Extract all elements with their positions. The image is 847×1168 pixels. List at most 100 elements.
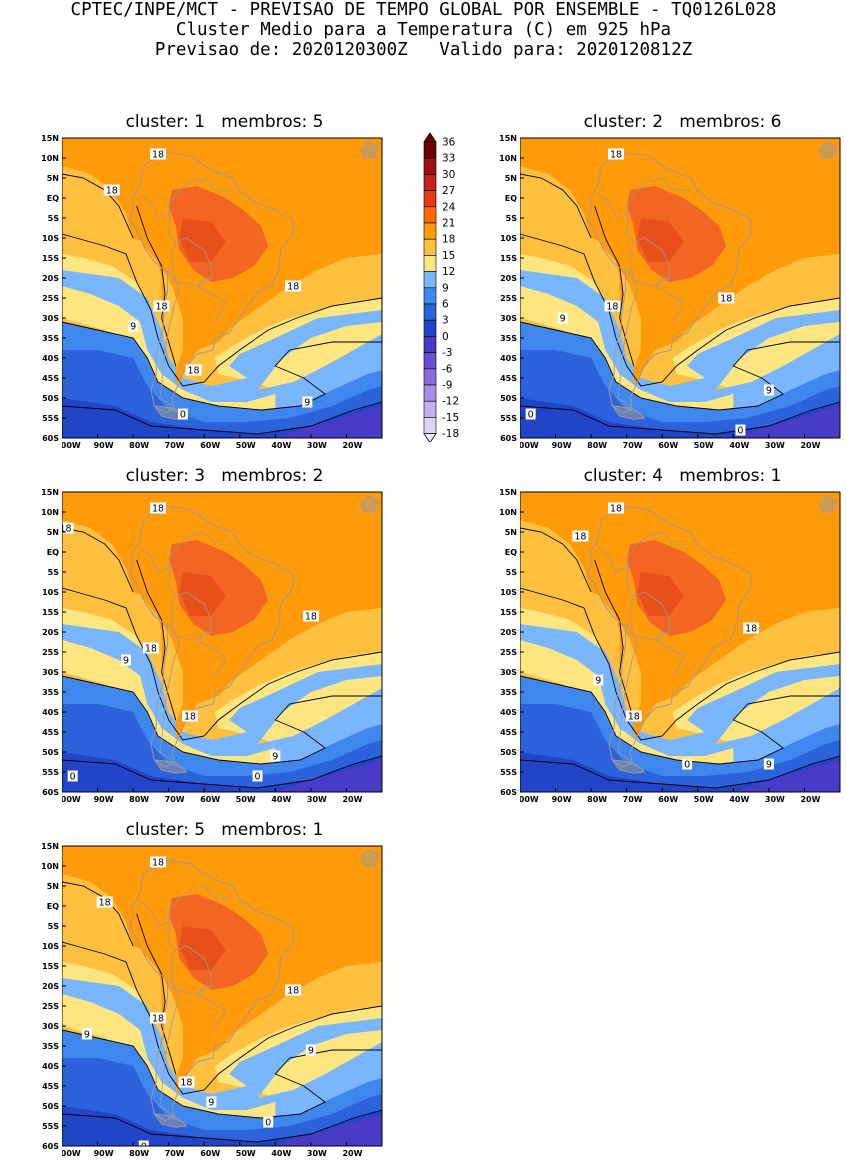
lat-label: 50S: [42, 394, 59, 403]
contour-9: [520, 321, 840, 411]
map-frame: [61, 491, 383, 793]
lat-label: 60S: [42, 1142, 59, 1151]
lat-label: 50S: [500, 394, 517, 403]
contour-label: 0: [67, 770, 78, 783]
contour-label: 18: [572, 530, 589, 543]
svg-text:0: 0: [265, 1118, 271, 1129]
cluster-map: 18 18 18 18 18 9 9 9 0 0 100W 90W 80W 70W 60W 50W 40W 30W…: [41, 842, 392, 1168]
colorbar-level: -12: [442, 396, 459, 408]
band-0-3: [275, 1114, 382, 1146]
colorbar-swatch: [423, 255, 437, 272]
band-3-6: [62, 752, 382, 792]
colorbar-level: 6: [442, 299, 449, 311]
colorbar-swatch: [423, 368, 437, 386]
colorbar-level: 0: [442, 331, 449, 343]
cluster-title: cluster: 1 membros: 5: [125, 112, 324, 132]
contour-18: [62, 587, 382, 741]
svg-text:9: 9: [766, 760, 772, 771]
lat-label: 20S: [42, 628, 59, 637]
band-15-18: [62, 608, 382, 768]
country-border: [139, 547, 159, 573]
contour-label: 0: [682, 758, 693, 771]
band-18-21-west: [62, 874, 134, 962]
tierra-del-fuego: [611, 405, 646, 420]
temperature-map: 18 18 18 18 9 9 0 100W 90W 80W 70W 60W 50W 40W 30W 20W: [513, 491, 841, 804]
map-frame: [519, 491, 841, 793]
contour-9: [62, 1029, 382, 1119]
svg-text:18: 18: [99, 898, 111, 909]
lat-label: 5N: [505, 174, 517, 183]
lon-label: 40W: [729, 441, 749, 450]
svg-text:18: 18: [180, 1078, 192, 1089]
contour-label: 18: [150, 148, 166, 161]
lat-label: 25S: [500, 294, 517, 303]
lon-label: 70W: [165, 795, 185, 804]
svg-text:18: 18: [145, 644, 157, 655]
contour-0: [62, 1109, 382, 1143]
lon-label: 50W: [694, 795, 714, 804]
africa-coast: [818, 141, 837, 159]
lat-label: 40S: [500, 708, 517, 717]
contour-label: 18: [153, 300, 170, 313]
svg-text:18: 18: [610, 504, 622, 515]
contour-18-andes: [594, 205, 635, 367]
contour-18-west: [62, 173, 134, 239]
colorbar-level: 21: [442, 218, 455, 230]
svg-text:0: 0: [528, 410, 534, 421]
map-frame: [519, 137, 841, 439]
lon-label: 80W: [129, 1149, 149, 1158]
colorbar-swatch: [423, 319, 437, 337]
svg-text:18: 18: [188, 366, 200, 377]
colorbar-swatch: [423, 238, 437, 256]
lat-label: 5S: [48, 922, 60, 931]
lon-label: 70W: [623, 795, 643, 804]
band-15-18: [62, 962, 382, 1122]
svg-text:18: 18: [62, 524, 72, 535]
svg-text:18: 18: [184, 712, 196, 723]
colorbar-level: 12: [442, 266, 455, 278]
lon-label: 80W: [129, 795, 149, 804]
country-border: [615, 177, 691, 219]
lat-label: 5N: [47, 174, 59, 183]
contour-label: 9: [206, 1096, 217, 1109]
lat-label: 60S: [500, 434, 517, 443]
contour-label: 9: [763, 758, 774, 771]
lon-label: 100W: [520, 441, 539, 450]
svg-text:9: 9: [595, 676, 601, 687]
band-18-21-west: [62, 520, 134, 608]
contour-18: [520, 587, 840, 741]
lon-label: 100W: [62, 441, 81, 450]
band-18-21-east: [218, 608, 382, 704]
lat-label: 20S: [42, 982, 59, 991]
contour-label: 9: [121, 654, 131, 667]
lon-label: 100W: [62, 795, 81, 804]
contour-label: 0: [735, 424, 746, 437]
contour-9: [62, 321, 382, 411]
contour-0: [62, 401, 382, 435]
contour-label: 18: [302, 610, 319, 623]
band-hot-core: [637, 218, 684, 262]
lat-label: 60S: [500, 788, 517, 797]
band-3-6: [520, 752, 840, 792]
lon-label: 20W: [800, 441, 820, 450]
svg-text:9: 9: [84, 1030, 90, 1041]
lat-label: 55S: [500, 414, 517, 423]
contour-label: 18: [743, 622, 760, 635]
contour-9: [62, 675, 382, 765]
lat-label: 10N: [499, 154, 517, 163]
svg-text:18: 18: [156, 302, 168, 313]
lon-label: 30W: [307, 1149, 327, 1158]
lat-label: 50S: [42, 1102, 59, 1111]
coastline: [129, 505, 294, 768]
band-18-21-west: [520, 166, 592, 254]
colorbar-swatch: [423, 417, 437, 434]
lon-label: 70W: [165, 1149, 185, 1158]
lon-label: 50W: [236, 795, 256, 804]
coastline: [129, 859, 294, 1122]
colorbar-swatch: [423, 157, 437, 175]
lat-label: 35S: [42, 334, 59, 343]
africa-coast: [360, 495, 379, 513]
lat-label: 15N: [41, 488, 59, 497]
contour-label: 18: [285, 984, 302, 997]
